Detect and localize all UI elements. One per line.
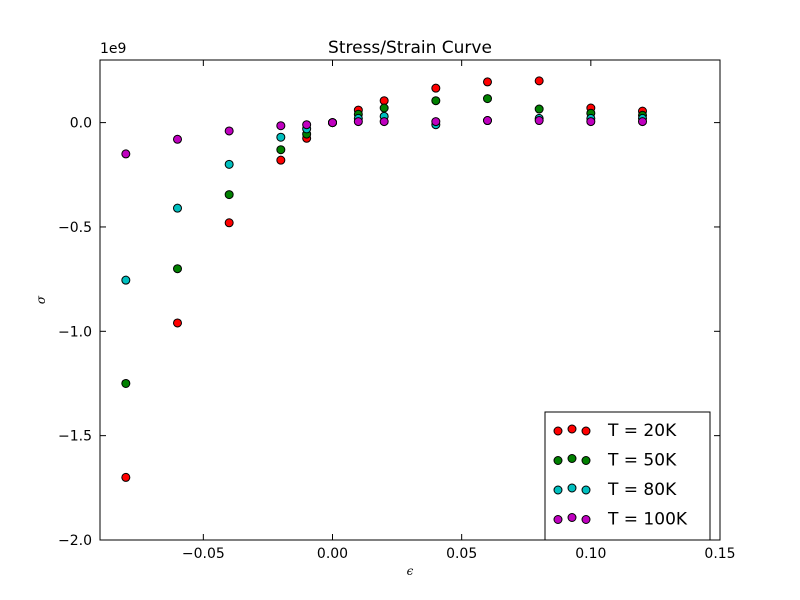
legend-label: T = 50K bbox=[607, 451, 677, 471]
data-point-series-0 bbox=[534, 76, 544, 86]
data-point-series-1 bbox=[121, 378, 131, 388]
x-tick-label: −0.05 bbox=[182, 546, 225, 562]
data-point-series-3 bbox=[121, 149, 131, 159]
data-point-series-0 bbox=[224, 218, 234, 228]
data-point-series-2 bbox=[173, 203, 182, 213]
y-tick-label: −0.5 bbox=[58, 220, 92, 236]
legend-marker bbox=[581, 456, 591, 465]
x-axis-label: ϵ bbox=[407, 564, 414, 578]
data-point-series-2 bbox=[276, 132, 286, 142]
data-point-series-3 bbox=[328, 118, 337, 128]
data-point-series-0 bbox=[431, 83, 441, 93]
y-tick-label: −1.0 bbox=[58, 324, 92, 340]
data-point-series-3 bbox=[302, 120, 312, 130]
y-tick-label: 0.0 bbox=[70, 116, 92, 132]
x-tick-label: 0.05 bbox=[446, 546, 477, 562]
data-point-series-0 bbox=[276, 155, 286, 165]
data-point-series-0 bbox=[483, 77, 492, 87]
legend-marker bbox=[567, 483, 577, 493]
legend-label: T = 20K bbox=[607, 421, 677, 441]
data-point-series-0 bbox=[121, 472, 131, 482]
legend: T = 20K T = 50K T = 80K T = 100K bbox=[544, 411, 711, 541]
legend-marker bbox=[567, 424, 577, 434]
y-axis-label: σ bbox=[34, 295, 48, 304]
legend-marker bbox=[581, 485, 591, 495]
data-point-series-0 bbox=[173, 318, 182, 328]
data-point-series-3 bbox=[431, 117, 441, 127]
data-point-series-2 bbox=[121, 275, 131, 285]
legend-label: T = 80K bbox=[607, 480, 677, 500]
data-point-series-3 bbox=[483, 116, 492, 126]
legend-label: T = 100K bbox=[607, 510, 688, 530]
data-point-series-1 bbox=[379, 103, 389, 113]
x-tick-label: 0.10 bbox=[575, 546, 606, 562]
x-tick-label: 0.00 bbox=[317, 546, 348, 562]
data-point-series-3 bbox=[379, 117, 389, 127]
legend-marker bbox=[581, 515, 591, 524]
plot-frame bbox=[99, 59, 721, 541]
axis-ticks: −0.05 0.00 0.05 0.10 0.15 −2.0 −1.5 −1.0 −0.5 0.0 bbox=[58, 60, 736, 562]
legend-marker bbox=[553, 456, 563, 465]
legend-marker bbox=[581, 426, 591, 436]
data-point-series-3 bbox=[586, 117, 596, 127]
data-point-series-1 bbox=[224, 190, 234, 200]
data-point-series-0 bbox=[379, 96, 389, 106]
data-point-series-3 bbox=[173, 134, 182, 144]
data-point-series-1 bbox=[173, 264, 182, 274]
legend-marker bbox=[553, 426, 563, 436]
data-points bbox=[121, 76, 647, 482]
data-point-series-3 bbox=[534, 116, 544, 126]
data-point-series-3 bbox=[224, 126, 234, 136]
data-point-series-3 bbox=[276, 121, 286, 131]
y-tick-label: −1.5 bbox=[58, 429, 92, 445]
data-point-series-2 bbox=[224, 159, 234, 169]
x-tick-label: 0.15 bbox=[704, 546, 735, 562]
data-point-series-1 bbox=[276, 145, 286, 155]
data-point-series-3 bbox=[353, 117, 363, 127]
legend-marker bbox=[567, 454, 577, 463]
legend-marker bbox=[553, 485, 563, 495]
data-point-series-1 bbox=[483, 94, 492, 104]
y-tick-label: −2.0 bbox=[58, 533, 92, 549]
y-offset-label: 1e9 bbox=[100, 41, 126, 57]
data-point-series-3 bbox=[638, 117, 647, 127]
data-point-series-1 bbox=[534, 104, 544, 114]
legend-marker bbox=[567, 513, 577, 522]
chart-title: Stress/Strain Curve bbox=[328, 38, 492, 58]
data-point-series-1 bbox=[431, 96, 441, 106]
legend-marker bbox=[553, 515, 563, 524]
